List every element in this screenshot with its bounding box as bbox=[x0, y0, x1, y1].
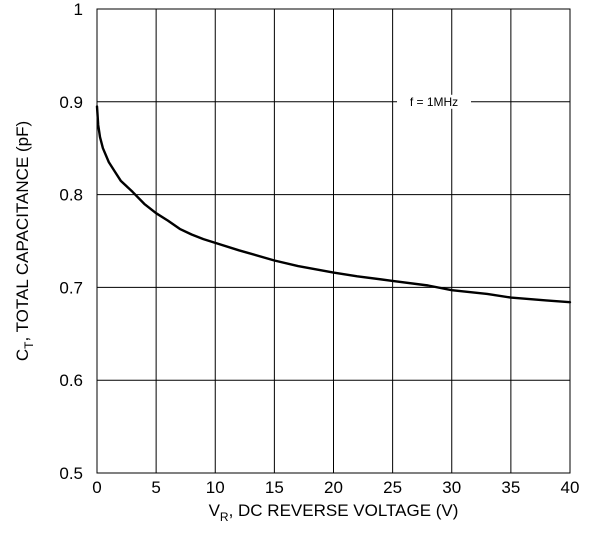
y-tick-label-0: 0.5 bbox=[59, 464, 83, 483]
plot-area-frame bbox=[96, 8, 571, 474]
x-axis-label-rest: , DC REVERSE VOLTAGE (V) bbox=[229, 501, 459, 520]
series-line-0 bbox=[95, 105, 572, 304]
annotation-frequency: f = 1MHz bbox=[397, 94, 472, 109]
y-tick-label-2: 0.7 bbox=[59, 278, 83, 297]
y-tick-label-3: 0.8 bbox=[59, 186, 83, 205]
x-tick-label-0: 0 bbox=[92, 478, 101, 497]
y-axis-label-main: C bbox=[13, 349, 32, 361]
x-tick-labels: 0 5 10 15 20 25 30 35 40 bbox=[92, 478, 579, 497]
y-tick-label-1: 0.6 bbox=[59, 371, 83, 390]
y-tick-label-5: 1 bbox=[74, 0, 83, 19]
grid-lines bbox=[96, 8, 571, 474]
x-tick-label-7: 35 bbox=[501, 478, 520, 497]
y-tick-label-4: 0.9 bbox=[59, 93, 83, 112]
x-tick-label-4: 20 bbox=[324, 478, 343, 497]
x-tick-label-5: 25 bbox=[383, 478, 402, 497]
y-tick-labels: 0.5 0.6 0.7 0.8 0.9 1 bbox=[59, 0, 83, 483]
annotation-text: f = 1MHz bbox=[410, 95, 458, 109]
x-tick-label-1: 5 bbox=[151, 478, 160, 497]
y-axis-label-subscript: T bbox=[22, 341, 36, 349]
x-tick-label-8: 40 bbox=[561, 478, 580, 497]
y-axis-label-rest: , TOTAL CAPACITANCE (pF) bbox=[13, 121, 32, 342]
annotation-background bbox=[397, 94, 472, 109]
y-axis-label: CT, TOTAL CAPACITANCE (pF) bbox=[13, 121, 36, 361]
x-tick-label-3: 15 bbox=[265, 478, 284, 497]
x-tick-label-2: 10 bbox=[206, 478, 225, 497]
series-group bbox=[95, 105, 572, 304]
x-axis-label-subscript: R bbox=[220, 510, 229, 524]
x-tick-label-6: 30 bbox=[442, 478, 461, 497]
x-axis-label: VR, DC REVERSE VOLTAGE (V) bbox=[209, 501, 459, 524]
x-axis-label-main: V bbox=[209, 501, 221, 520]
